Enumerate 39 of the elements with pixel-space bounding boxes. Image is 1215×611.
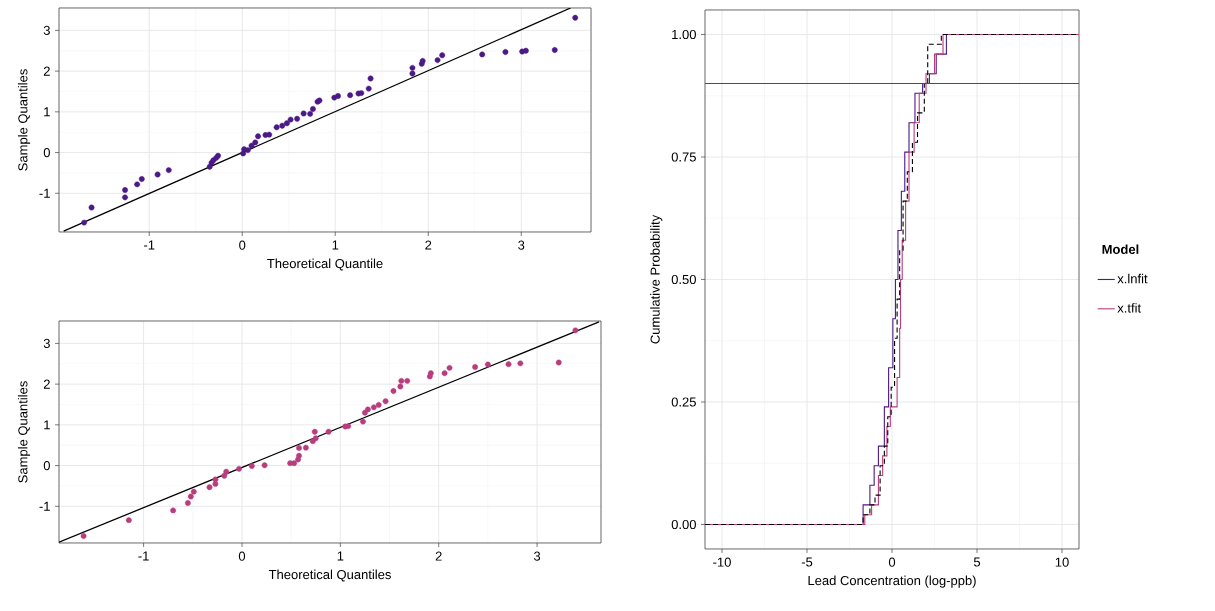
x-tick-label: 0 [888, 557, 896, 567]
y-axis-title: Sample Quantiles [17, 381, 31, 483]
x-tick-label: -10 [713, 557, 731, 567]
y-tick-label: 1 [44, 420, 50, 430]
y-tick-label: 2 [43, 66, 50, 76]
x-tick-label: 1 [337, 551, 344, 561]
x-axis-title: Lead Concentration (log-ppb) [808, 575, 976, 588]
x-tick-label: 5 [973, 557, 981, 567]
x-tick-label: 3 [533, 551, 541, 561]
y-tick-label: 2 [43, 379, 50, 389]
y-tick-label: -1 [39, 188, 50, 198]
x-tick-label: 0 [238, 551, 246, 561]
x-axis-title: Theoretical Quantile [267, 258, 383, 271]
y-tick-label: 0.25 [671, 397, 696, 407]
x-tick-label: 3 [518, 240, 525, 250]
x-tick-label: -1 [144, 240, 155, 250]
y-tick-label: 3 [43, 338, 50, 348]
y-tick-label: -1 [39, 501, 50, 511]
y-axis-title: Sample Quantiles [17, 69, 31, 171]
y-tick-label: 0.75 [671, 152, 696, 162]
legend-title: Model [1102, 244, 1139, 254]
y-tick-label: 3 [43, 25, 50, 35]
y-tick-label: 0.50 [671, 274, 696, 285]
x-tick-label: -5 [801, 557, 813, 567]
y-tick-label: 0.00 [671, 519, 696, 530]
y-axis-title: Cumulative Probability [650, 214, 663, 344]
legend-label: x.tfit [1117, 303, 1141, 313]
x-tick-label: -1 [138, 551, 149, 561]
y-tick-label: 1 [44, 107, 50, 117]
x-axis-title: Theoretical Quantiles [268, 569, 391, 582]
x-tick-label: 10 [1055, 557, 1069, 567]
y-tick-label: 0 [43, 147, 50, 158]
x-tick-label: 1 [332, 240, 339, 250]
x-tick-label: 2 [435, 551, 442, 561]
x-tick-label: 0 [239, 240, 246, 250]
y-tick-label: 1.00 [672, 29, 696, 40]
y-tick-label: 0 [43, 460, 50, 471]
legend-label: x.lnfit [1117, 273, 1148, 284]
x-tick-label: 2 [425, 240, 432, 250]
